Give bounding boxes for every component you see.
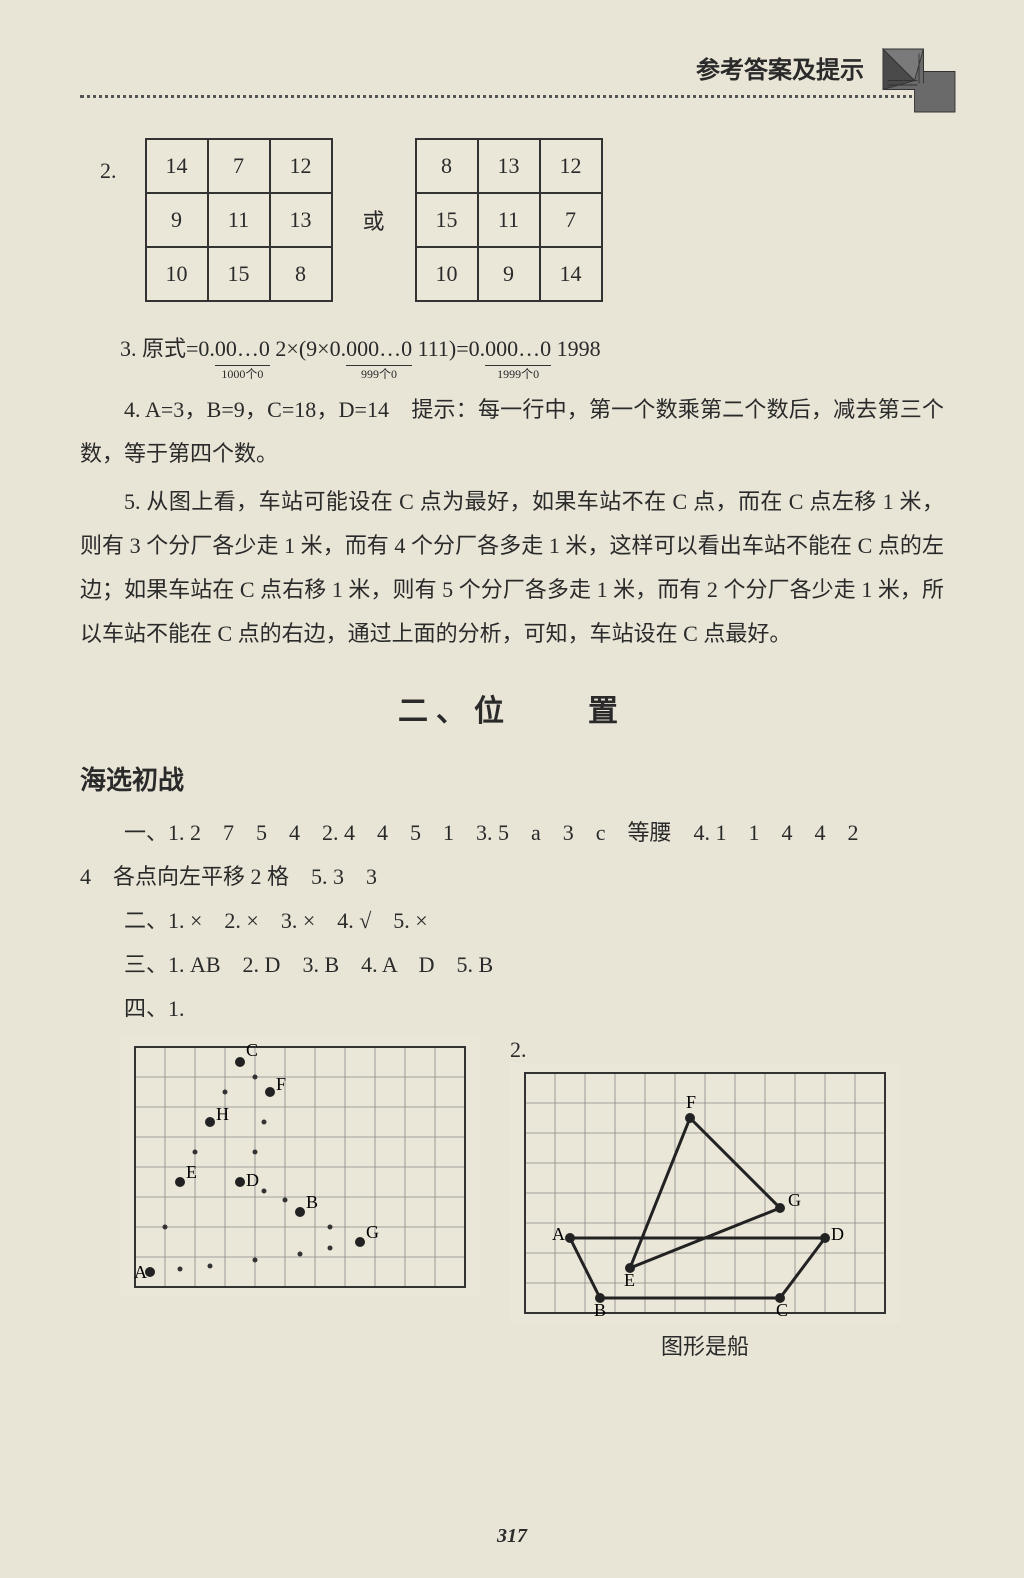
cell: 10 [146, 247, 208, 301]
cell: 8 [416, 139, 478, 193]
or-label: 或 [363, 204, 385, 236]
q3-prefix: 3. 原式=0. [120, 336, 215, 361]
divider [80, 95, 944, 98]
svg-text:A: A [552, 1224, 565, 1244]
svg-text:G: G [366, 1222, 379, 1242]
header-title: 参考答案及提示 [696, 58, 864, 84]
page-number: 317 [0, 1525, 1024, 1548]
q3-tail: 1998 [551, 336, 601, 361]
q3-seg2: 000…0 [346, 336, 412, 361]
svg-text:F: F [276, 1074, 286, 1094]
cell: 7 [540, 193, 602, 247]
svg-text:A: A [134, 1262, 147, 1282]
cell: 10 [416, 247, 478, 301]
cell: 7 [208, 139, 270, 193]
ans-3: 三、1. AB 2. D 3. B 4. A D 5. B [80, 943, 944, 987]
ans-2: 二、1. × 2. × 3. × 4. √ 5. × [80, 899, 944, 943]
svg-text:E: E [624, 1270, 635, 1290]
q2-table2: 81312 15117 10914 [415, 138, 603, 302]
q3-formula: 3. 原式=0.00…01000个0 2×(9×0.000…0999个0 111… [120, 332, 944, 366]
cell: 14 [146, 139, 208, 193]
q4-text: 4. A=3，B=9，C=18，D=14 提示：每一行中，第一个数乘第二个数后，… [80, 388, 944, 476]
svg-text:E: E [186, 1162, 197, 1182]
svg-text:G: G [788, 1190, 801, 1210]
section-title: 二、位 置 [80, 686, 944, 730]
q2-row: 2. 14712 91113 10158 或 81312 15117 10914 [100, 138, 944, 302]
ans-1a: 一、1. 2 7 5 4 2. 4 4 5 1 3. 5 a 3 c 等腰 4.… [80, 811, 944, 855]
cell: 12 [270, 139, 332, 193]
q3-seg2-label: 999个0 [346, 365, 412, 383]
q3-mid1: 2×(9×0. [270, 336, 346, 361]
cell: 13 [478, 139, 540, 193]
cell: 15 [208, 247, 270, 301]
q3-seg3: 000…0 [485, 336, 551, 361]
figure-2: A B C D E F G [510, 1063, 900, 1323]
svg-text:F: F [686, 1092, 696, 1112]
cell: 15 [416, 193, 478, 247]
fig2-label: 2. [510, 1037, 527, 1063]
svg-text:C: C [776, 1300, 788, 1320]
cell: 9 [146, 193, 208, 247]
q3-mid2: 111)=0. [412, 336, 485, 361]
arrow-icon [874, 40, 964, 130]
figure-1: A E H C D F B G [120, 1037, 480, 1297]
svg-text:D: D [246, 1170, 259, 1190]
cell: 11 [208, 193, 270, 247]
cell: 13 [270, 193, 332, 247]
q2-label: 2. [100, 158, 117, 184]
cell: 11 [478, 193, 540, 247]
ans-1b: 4 各点向左平移 2 格 5. 3 3 [80, 855, 944, 899]
q3-seg3-label: 1999个0 [485, 365, 551, 383]
ans4-prefix: 四、1. [124, 996, 185, 1021]
q2-table1: 14712 91113 10158 [145, 138, 333, 302]
cell: 8 [270, 247, 332, 301]
cell: 12 [540, 139, 602, 193]
svg-text:B: B [306, 1192, 318, 1212]
svg-text:H: H [216, 1104, 229, 1124]
q3-seg1: 00…0 [215, 336, 270, 361]
cell: 9 [478, 247, 540, 301]
q3-seg1-label: 1000个0 [215, 365, 270, 383]
sub-heading: 海选初战 [80, 760, 944, 797]
fig2-caption: 图形是船 [661, 1329, 749, 1361]
ans-4-label: 四、1. [80, 987, 944, 1031]
cell: 14 [540, 247, 602, 301]
svg-text:B: B [594, 1300, 606, 1320]
svg-text:D: D [831, 1224, 844, 1244]
q5-text: 5. 从图上看，车站可能设在 C 点为最好，如果车站不在 C 点，而在 C 点左… [80, 480, 944, 656]
svg-text:C: C [246, 1040, 258, 1060]
